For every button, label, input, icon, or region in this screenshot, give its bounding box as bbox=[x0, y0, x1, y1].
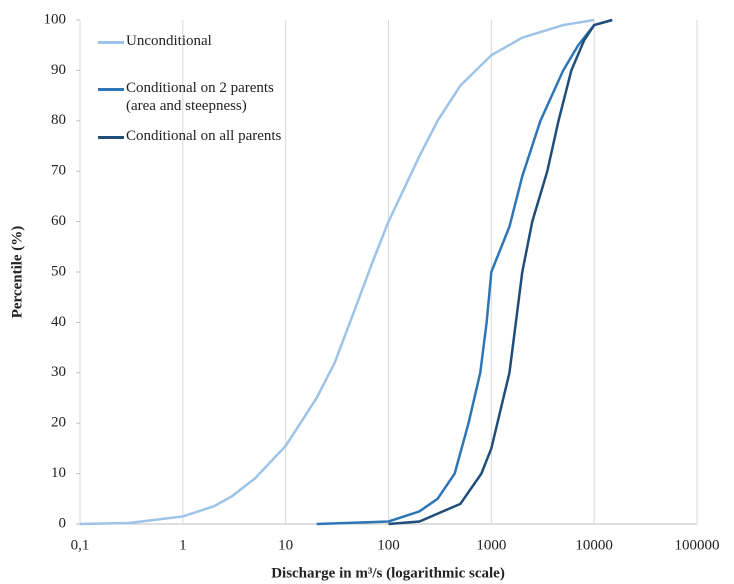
x-tick-label: 10000 bbox=[575, 537, 613, 553]
y-tick-label: 90 bbox=[51, 62, 66, 78]
legend-swatch bbox=[98, 41, 124, 44]
y-tick-label: 0 bbox=[59, 515, 67, 531]
x-axis-title: Discharge in m³/s (logarithmic scale) bbox=[271, 565, 505, 581]
x-tick-label: 100000 bbox=[675, 537, 720, 553]
y-tick-label: 100 bbox=[44, 11, 67, 27]
x-tick-label: 0,1 bbox=[71, 537, 90, 553]
y-tick-label: 50 bbox=[51, 263, 66, 279]
y-tick-label: 10 bbox=[51, 465, 66, 481]
x-tick-label: 1 bbox=[179, 537, 187, 553]
series-line bbox=[79, 18, 595, 526]
y-tick-label: 70 bbox=[51, 163, 66, 179]
legend-swatch bbox=[98, 88, 124, 91]
x-tick-label: 1000 bbox=[476, 537, 506, 553]
y-tick-label: 60 bbox=[51, 213, 66, 229]
legend-label: Unconditional bbox=[126, 33, 212, 49]
x-tick-label: 100 bbox=[377, 537, 400, 553]
series-line bbox=[316, 18, 613, 526]
y-tick-label: 80 bbox=[51, 112, 66, 128]
legend-swatch bbox=[98, 136, 124, 139]
y-tick-label: 30 bbox=[51, 364, 66, 380]
x-tick-label: 10 bbox=[278, 537, 293, 553]
y-axis-title: Percentile (%) bbox=[9, 226, 25, 319]
legend-label: Conditional on 2 parents (area and steep… bbox=[126, 80, 274, 114]
legend-label: Conditional on all parents bbox=[126, 128, 282, 144]
legend-item: Unconditional bbox=[98, 32, 212, 50]
legend-item: Conditional on 2 parents (area and steep… bbox=[98, 79, 274, 115]
legend-item: Conditional on all parents bbox=[98, 127, 281, 145]
y-tick-label: 20 bbox=[51, 415, 66, 431]
y-tick-label: 40 bbox=[51, 314, 66, 330]
series-line bbox=[388, 18, 613, 526]
